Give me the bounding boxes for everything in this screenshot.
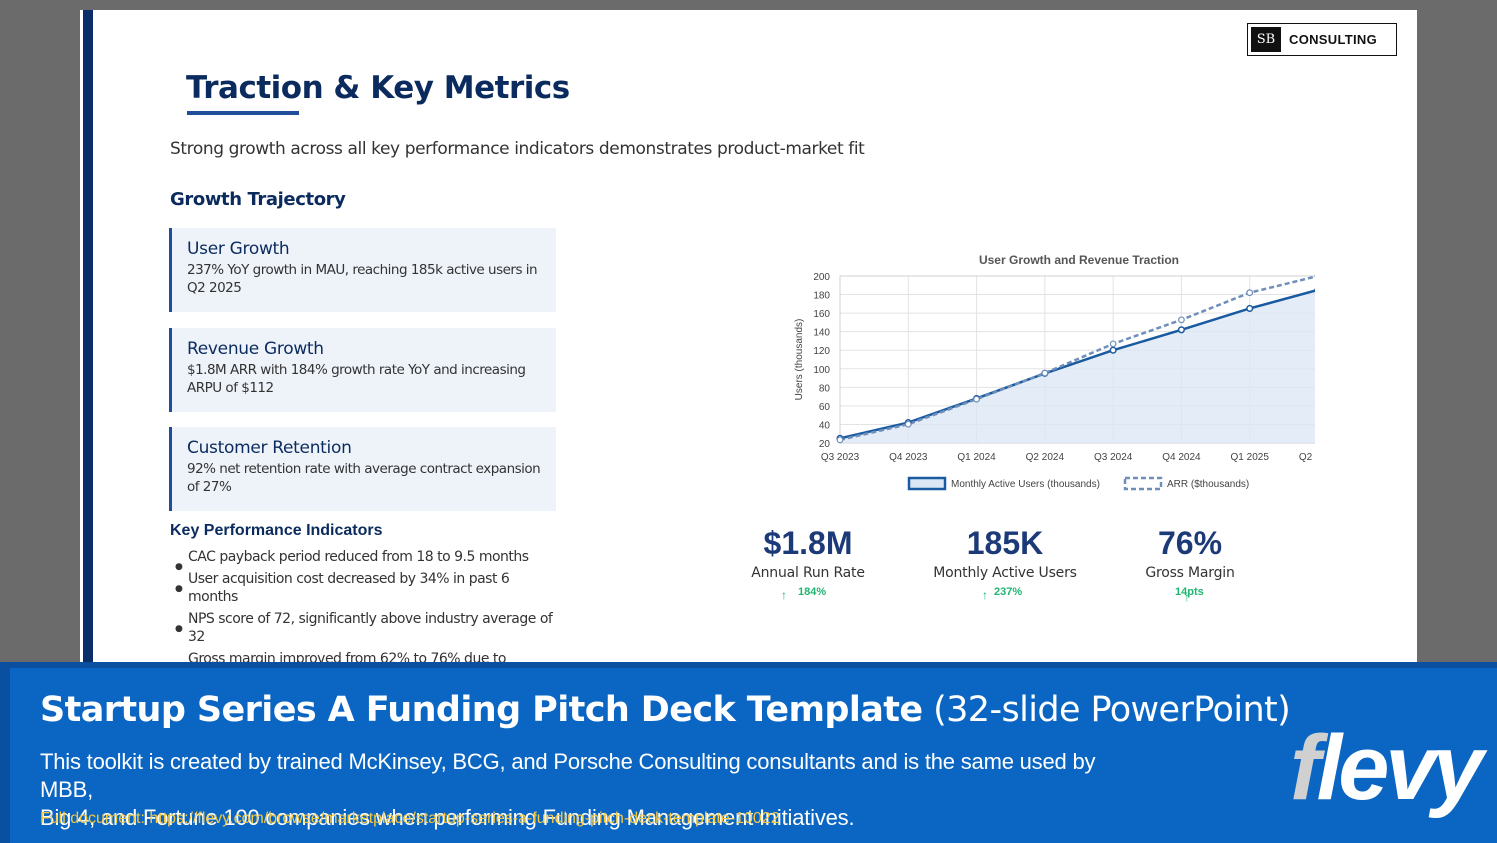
metric-gross-margin: 76% Gross Margin ↑ 14pts [1090,525,1290,604]
slide-title: Traction & Key Metrics [186,70,570,106]
banner-side [0,662,10,843]
x-tick-label: Q2 2025 [1299,452,1315,463]
metric-change: ↑ 237% [905,586,1105,602]
logo-word: CONSULTING [1289,32,1377,47]
x-tick-label: Q3 2023 [821,452,860,463]
slide-subtitle: Strong growth across all key performance… [170,139,865,159]
kpi-item: ● CAC payback period reduced from 18 to 9… [170,548,560,572]
mau-line [839,288,1319,440]
metric-value: 76% [1157,525,1223,561]
legend-swatch-arr [1123,476,1163,491]
bullet-icon: ● [175,624,183,634]
flevy-logo: flevy [1290,722,1484,814]
y-axis-label: Users (thousands) [794,319,805,401]
banner-description-line: This toolkit is created by trained McKin… [40,749,1096,802]
kpi-text: NPS score of 72, significantly above ind… [188,611,553,645]
metric-mau: 185K Monthly Active Users ↑ 237% [905,525,1105,602]
legend-label-mau: Monthly Active Users (thousands) [951,479,1100,490]
y-tick-label: 140 [813,328,830,339]
logo-mark: SB [1251,27,1281,52]
promo-banner: Startup Series A Funding Pitch Deck Temp… [0,662,1497,843]
x-tick-label: Q1 2024 [957,452,996,463]
x-tick-label: Q4 2023 [889,452,928,463]
card-title: User Growth [187,239,290,259]
arr-line [839,274,1319,442]
banner-description: This toolkit is created by trained McKin… [40,748,1140,832]
banner-title-light: (32-slide PowerPoint) [933,690,1291,730]
x-tick-label: Q1 2025 [1231,452,1270,463]
kpi-text: User acquisition cost decreased by 34% i… [188,571,510,605]
kpi-list: ● CAC payback period reduced from 18 to 9… [170,548,560,670]
growth-chart-svg: User Growth and Revenue Traction 20 40 60 80… [794,253,1374,491]
card-title: Revenue Growth [187,339,324,359]
metric-change-value: 14pts [1175,586,1204,598]
metric-change: ↑ 184% [708,586,908,602]
banner-description-line: Big 4, and Fortune 100 companies when pe… [40,805,855,830]
card-revenue-growth: Revenue Growth $1.8M ARR with 184% growt… [169,328,556,412]
arr-point [836,436,844,444]
metric-label: Monthly Active Users [933,565,1077,581]
arrow-up-icon: ↑ [781,588,787,602]
arr-point [1178,316,1185,324]
banner-link[interactable]: Full document: https://flevy.com/browse/… [40,810,780,827]
banner-title: Startup Series A Funding Pitch Deck Temp… [40,690,1291,730]
metric-value: $1.8M [763,525,853,561]
title-underline [187,111,299,115]
y-tick-label: 80 [819,383,831,394]
x-tick-label: Q4 2024 [1162,452,1201,463]
metric-change: ↑ 14pts [1090,586,1290,604]
y-tick-label: 60 [819,402,831,413]
arr-point [1041,369,1049,377]
card-title: Customer Retention [187,438,352,458]
x-tick-label: Q3 2024 [1094,452,1133,463]
consulting-logo: SB CONSULTING [1247,23,1397,56]
legend-swatch-mau [907,476,947,491]
bullet-icon: ● [175,584,183,594]
slide-accent-bar [83,10,93,670]
arr-point [904,420,912,428]
card-description: $1.8M ARR with 184% growth rate YoY and … [187,362,526,396]
metric-arr: $1.8M Annual Run Rate ↑ 184% [708,525,908,602]
kpi-item: ● User acquisition cost decreased by 34% … [170,570,560,606]
kpi-text: CAC payback period reduced from 18 to 9.… [188,549,529,565]
mau-point [1177,326,1185,334]
chart-title: User Growth and Revenue Traction [979,253,1179,267]
y-tick-label: 100 [813,365,830,376]
metric-label: Gross Margin [1145,565,1235,581]
card-description: 237% YoY growth in MAU, reaching 185k ac… [187,262,538,296]
banner-edge [0,662,1497,668]
y-tick-label: 120 [813,346,830,357]
arr-point [973,395,980,403]
growth-trajectory-heading: Growth Trajectory [170,189,346,210]
growth-chart: User Growth and Revenue Traction 20 40 60 80… [705,238,1374,498]
mau-point [1246,304,1254,313]
card-description: 92% net retention rate with average cont… [187,461,541,495]
arr-point [1109,340,1117,348]
y-tick-label: 40 [819,420,831,431]
arrow-up-icon: ↑ [982,588,988,602]
metric-label: Annual Run Rate [751,565,865,581]
mau-point [1109,346,1117,354]
legend-label-arr: ARR ($thousands) [1167,479,1249,490]
brand-rest: levy [1316,717,1484,819]
y-tick-label: 180 [813,291,830,302]
banner-title-bold: Startup Series A Funding Pitch Deck Temp… [40,690,923,730]
kpi-item: ● NPS score of 72, significantly above in… [170,610,560,646]
y-tick-label: 200 [813,272,830,283]
metric-change-value: 184% [798,586,827,598]
brand-letter: f [1290,717,1321,819]
arr-point [1246,289,1254,297]
metric-value: 185K [966,525,1044,561]
slide: SB CONSULTING Traction & Key Metrics Str… [80,10,1417,670]
x-tick-label: Q2 2024 [1026,452,1065,463]
bullet-icon: ● [175,562,183,572]
card-customer-retention: Customer Retention 92% net retention rat… [169,427,556,511]
card-user-growth: User Growth 237% YoY growth in MAU, reac… [169,228,556,312]
arrow-up-icon: ↑ [1184,590,1190,604]
y-tick-label: 20 [819,439,831,450]
kpi-heading: Key Performance Indicators [170,522,383,539]
metric-change-value: 237% [994,586,1023,598]
y-tick-label: 160 [813,309,830,320]
